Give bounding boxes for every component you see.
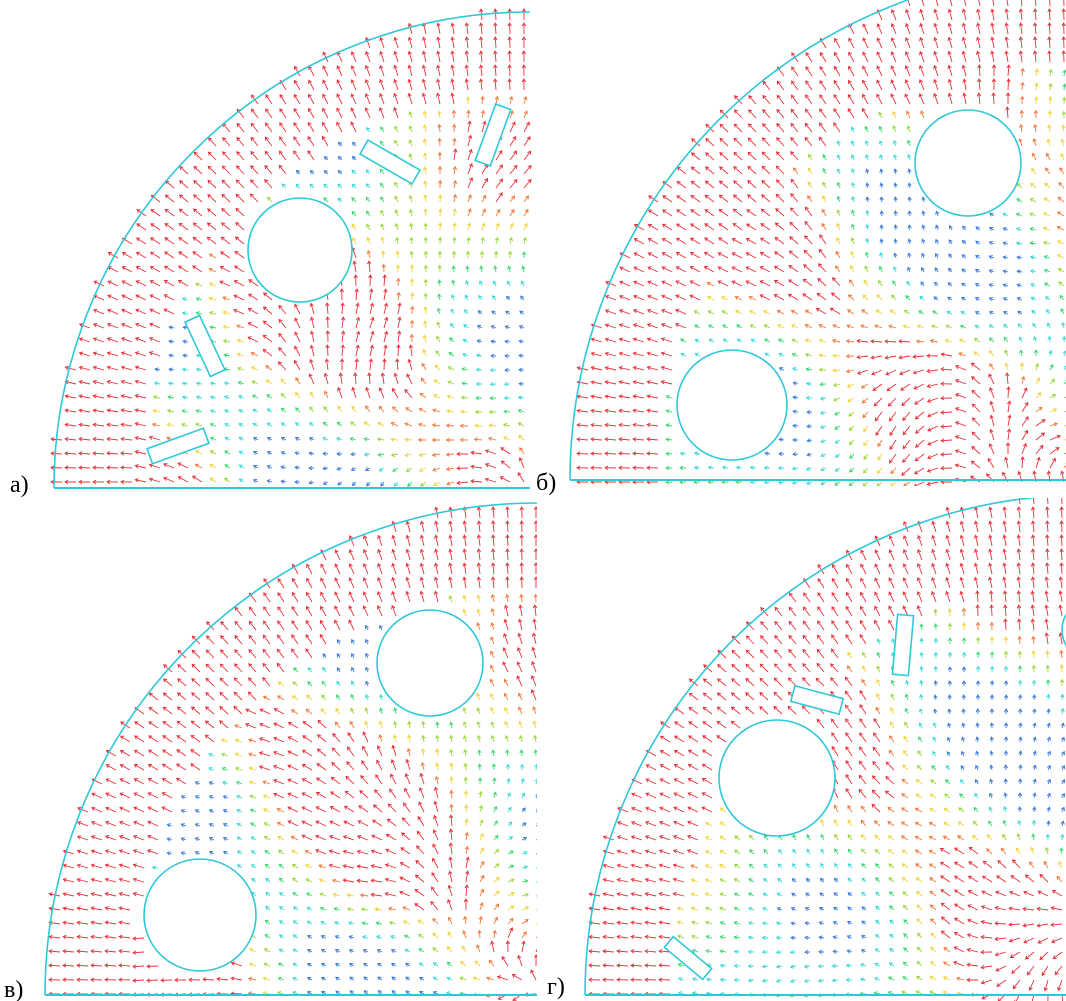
obstacle-circle [915, 110, 1021, 216]
panel-label: в) [4, 977, 23, 1001]
velocity-arrows [49, 507, 541, 1001]
obstacle-circle [377, 610, 483, 716]
obstacle-circle [719, 720, 835, 836]
vector-field-panel [45, 503, 542, 1001]
figure: а) б) в) г) [0, 0, 1066, 1001]
velocity-arrows [155, 142, 524, 486]
domain-boundary [45, 503, 537, 995]
obstacle-circle [677, 350, 787, 460]
domain-boundary [570, 0, 1066, 480]
obstacle-plate [360, 140, 420, 184]
panel-label: а) [10, 472, 29, 498]
obstacle-plate [147, 428, 209, 464]
vector-field-panel [570, 0, 1066, 487]
panel-label: б) [536, 470, 556, 496]
panel-label: г) [547, 974, 565, 1000]
vector-field-panel [51, 9, 531, 488]
page: {"panels": [{"label": "а)"}, {"label": "… [0, 0, 1066, 1001]
obstacle-plate [185, 315, 225, 376]
obstacle-circle [248, 198, 352, 302]
velocity-arrows [222, 668, 542, 996]
obstacle-plate [475, 104, 511, 166]
obstacle-plate [892, 614, 913, 675]
vector-field-panel [585, 493, 1066, 1001]
velocity-arrows [155, 128, 525, 487]
obstacle-circle [144, 859, 256, 971]
obstacle-plate [664, 937, 711, 980]
obstacle-plate [791, 686, 843, 714]
obstacle-circle [1062, 600, 1066, 660]
